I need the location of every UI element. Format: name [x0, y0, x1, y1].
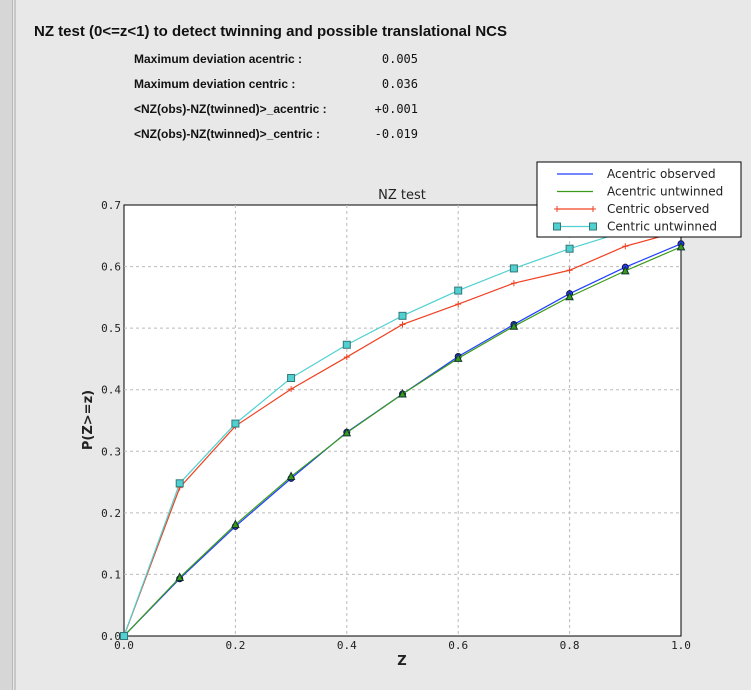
data-point [398, 388, 407, 398]
chart-title: NZ test [378, 188, 426, 203]
y-tick-label: 0.7 [101, 199, 121, 212]
data-point [620, 265, 630, 275]
data-point [566, 267, 573, 274]
stat-value-nz-diff-acentric: +0.001 [374, 102, 418, 116]
data-point [510, 280, 517, 287]
legend-marker [589, 222, 597, 231]
x-tick-label: 0.8 [560, 639, 580, 652]
left-divider [14, 0, 16, 690]
x-tick-label: 0.2 [225, 639, 245, 652]
stat-value-max-dev-acentric: 0.005 [381, 52, 418, 66]
legend-item: Centric untwinned [553, 220, 717, 234]
legend-item: Centric observed [554, 202, 709, 216]
y-tick-label: 0.2 [101, 507, 121, 520]
y-axis-label: P(Z>=z) [81, 390, 96, 450]
plot-area [123, 204, 682, 637]
x-axis-label: Z [397, 654, 406, 669]
legend-label: Acentric observed [607, 167, 716, 181]
legend-marker [590, 206, 596, 212]
data-point [453, 353, 463, 362]
data-point [455, 301, 462, 308]
stat-label-max-dev-centric: Maximum deviation centric : [134, 77, 296, 91]
stat-label-nz-diff-centric: <NZ(obs)-NZ(twinned)>_centric : [134, 127, 321, 141]
y-tick-label: 0.3 [101, 445, 121, 458]
y-tick-label: 0.6 [101, 261, 121, 274]
data-point [398, 311, 407, 320]
data-point [175, 479, 184, 488]
data-point [120, 632, 128, 640]
legend-label: Centric observed [607, 202, 709, 216]
data-point [342, 340, 351, 349]
data-point [622, 243, 629, 250]
legend-marker [554, 206, 560, 212]
data-point [286, 471, 296, 481]
legend-item: Acentric untwinned [557, 185, 723, 199]
data-point [399, 321, 406, 328]
data-point [175, 572, 185, 582]
y-tick-label: 0.0 [101, 630, 121, 643]
legend: Acentric observed Acentric untwinned Centr… [536, 161, 742, 238]
x-tick-label: 0.4 [337, 639, 357, 652]
data-point [454, 286, 463, 295]
x-tick-label: 1.0 [671, 639, 691, 652]
data-point [676, 241, 686, 251]
data-point [343, 354, 350, 361]
stat-label-max-dev-acentric: Maximum deviation acentric : [134, 52, 303, 66]
y-tick-label: 0.1 [101, 568, 121, 581]
y-tick-label: 0.5 [101, 322, 121, 335]
y-tick-label: 0.4 [101, 384, 121, 397]
stat-value-max-dev-centric: 0.036 [381, 77, 418, 91]
data-point [231, 519, 240, 529]
legend-marker [553, 222, 561, 231]
data-point [342, 427, 352, 437]
legend-item: Acentric observed [557, 167, 716, 181]
legend-label: Centric untwinned [607, 220, 717, 234]
legend-label: Acentric untwinned [607, 185, 723, 199]
data-point [287, 374, 296, 383]
data-point [509, 321, 519, 330]
x-tick-label: 0.0 [114, 639, 134, 652]
x-tick-label: 0.6 [448, 639, 468, 652]
data-point [565, 291, 574, 301]
data-point [509, 264, 518, 273]
section-title: NZ test (0<=z<1) to detect twinning and … [34, 23, 507, 40]
data-point [565, 244, 574, 253]
stat-value-nz-diff-centric: -0.019 [374, 127, 418, 141]
data-point [288, 386, 295, 393]
stat-label-nz-diff-acentric: <NZ(obs)-NZ(twinned)>_acentric : [134, 102, 327, 116]
left-scroll-strip [0, 0, 13, 690]
data-point [231, 419, 240, 428]
